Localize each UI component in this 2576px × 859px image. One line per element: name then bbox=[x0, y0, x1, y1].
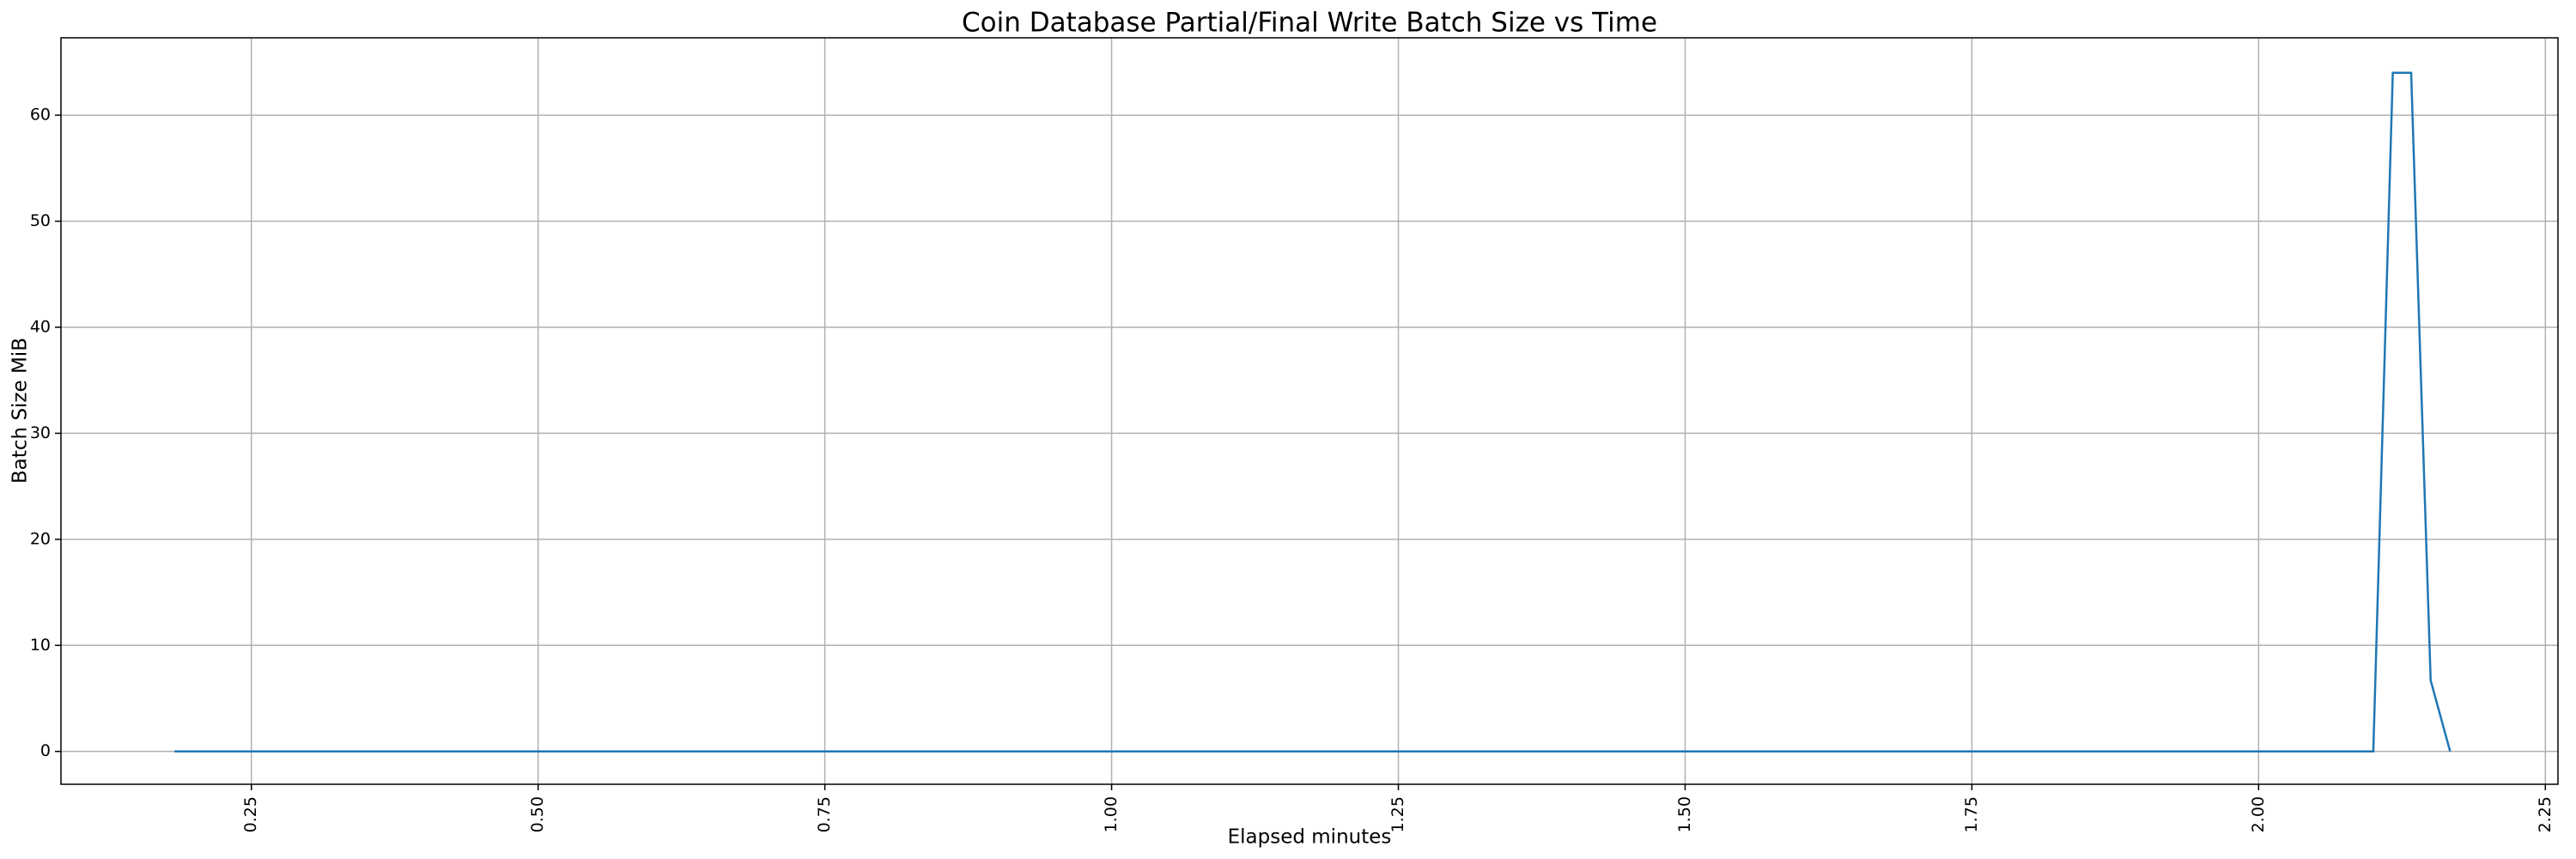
chart-title: Coin Database Partial/Final Write Batch … bbox=[962, 8, 1657, 39]
x-tick-label: 2.25 bbox=[2536, 796, 2555, 832]
x-tick-label: 1.00 bbox=[1102, 796, 1121, 832]
x-tick-label: 0.25 bbox=[241, 796, 260, 832]
x-tick-label: 0.50 bbox=[528, 796, 547, 832]
y-tick-label: 20 bbox=[30, 529, 51, 548]
data-line bbox=[174, 71, 2451, 752]
y-tick-label: 40 bbox=[30, 317, 51, 336]
y-tick-label: 10 bbox=[30, 636, 51, 655]
x-tick-label: 1.25 bbox=[1388, 796, 1407, 832]
x-tick-label: 1.50 bbox=[1675, 796, 1694, 832]
x-axis-label: Elapsed minutes bbox=[1228, 826, 1392, 849]
y-tick-label: 30 bbox=[30, 423, 51, 442]
y-axis-label: Batch Size MiB bbox=[9, 338, 32, 484]
y-tick-label: 60 bbox=[30, 106, 51, 125]
y-tick-label: 0 bbox=[40, 741, 51, 760]
plot-frame bbox=[60, 37, 2559, 785]
x-tick-label: 2.00 bbox=[2249, 796, 2268, 832]
x-tick-label: 1.75 bbox=[1962, 796, 1981, 832]
x-tick-label: 0.75 bbox=[815, 796, 834, 832]
y-tick-label: 50 bbox=[30, 211, 51, 230]
